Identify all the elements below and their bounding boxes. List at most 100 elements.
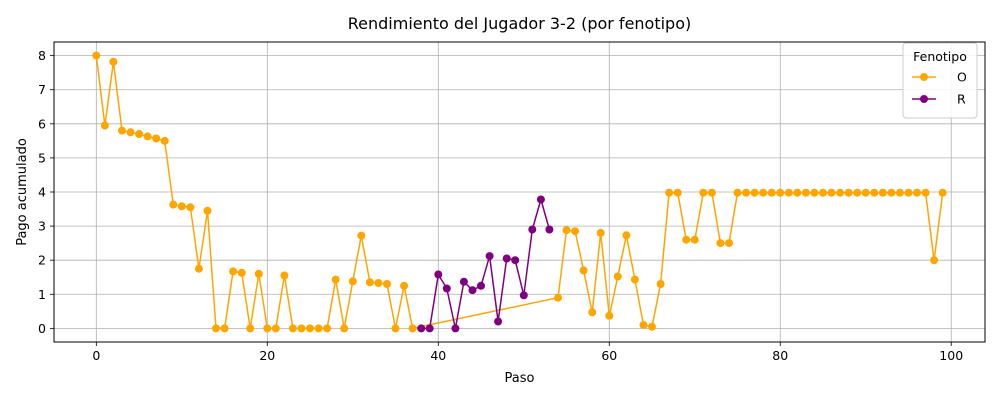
data-point-O <box>639 321 648 329</box>
legend-label-R: R <box>957 92 966 107</box>
data-point-O <box>690 235 699 244</box>
data-point-O <box>220 324 229 333</box>
data-point-O <box>596 228 605 237</box>
data-point-O <box>938 188 947 197</box>
data-point-O <box>793 188 802 197</box>
data-point-O <box>331 275 340 284</box>
data-point-O <box>246 324 255 333</box>
data-point-O <box>844 188 853 197</box>
data-point-R <box>434 270 443 279</box>
data-point-R <box>511 256 520 265</box>
x-tick-label: 80 <box>772 348 788 363</box>
data-point-O <box>870 188 879 197</box>
data-point-O <box>750 188 759 197</box>
data-point-O <box>340 324 349 333</box>
data-point-O <box>767 188 776 197</box>
data-point-O <box>673 188 682 197</box>
data-point-O <box>588 308 597 317</box>
data-point-O <box>169 200 178 209</box>
data-point-O <box>314 324 323 333</box>
y-tick-label: 7 <box>38 82 46 97</box>
x-tick-label: 100 <box>939 348 963 363</box>
x-tick-label: 60 <box>601 348 617 363</box>
data-point-O <box>126 128 135 137</box>
data-point-O <box>895 188 904 197</box>
data-point-O <box>186 203 195 212</box>
x-tick-label: 20 <box>259 348 275 363</box>
data-point-O <box>853 188 862 197</box>
data-point-O <box>725 239 733 248</box>
data-point-R <box>468 286 477 295</box>
data-point-O <box>357 231 366 240</box>
data-point-O <box>160 136 169 145</box>
data-point-R <box>528 225 537 234</box>
legend-label-O: O <box>957 70 967 85</box>
series-points <box>92 51 947 333</box>
data-point-O <box>143 132 152 141</box>
data-point-O <box>271 324 280 333</box>
data-point-O <box>571 227 580 236</box>
data-point-O <box>819 188 827 197</box>
y-tick-label: 0 <box>38 321 46 336</box>
data-point-O <box>716 239 725 248</box>
legend-marker-R <box>920 95 928 103</box>
data-point-O <box>263 324 272 333</box>
data-point-O <box>913 188 921 197</box>
data-point-O <box>323 324 332 333</box>
data-point-O <box>742 188 751 197</box>
data-point-O <box>554 293 562 302</box>
data-point-R <box>502 254 511 263</box>
data-point-R <box>545 225 554 234</box>
data-point-O <box>921 188 930 197</box>
data-point-O <box>135 130 144 138</box>
data-point-O <box>665 188 674 197</box>
y-tick-label: 3 <box>38 219 46 234</box>
data-point-O <box>630 275 639 284</box>
data-point-O <box>194 264 203 273</box>
data-point-R <box>494 317 503 326</box>
data-point-O <box>229 267 238 276</box>
data-point-R <box>425 324 434 333</box>
data-point-R <box>519 291 528 300</box>
legend: Fenotipo OR <box>902 42 978 119</box>
data-point-O <box>374 279 383 287</box>
data-point-O <box>904 188 913 197</box>
chart-title: Rendimiento del Jugador 3-2 (por fenotip… <box>348 14 692 33</box>
data-point-O <box>605 311 614 320</box>
data-point-O <box>383 280 391 288</box>
data-point-O <box>656 280 665 288</box>
legend-marker-O <box>920 73 928 81</box>
data-point-R <box>451 324 460 333</box>
data-point-O <box>562 226 571 235</box>
data-point-O <box>861 188 870 197</box>
data-point-O <box>682 235 691 244</box>
data-point-O <box>810 188 819 197</box>
data-point-O <box>801 188 810 197</box>
data-point-O <box>648 322 656 331</box>
y-tick-label: 4 <box>38 185 46 200</box>
data-point-O <box>118 126 126 135</box>
data-point-R <box>442 284 451 293</box>
data-point-O <box>878 188 887 197</box>
data-point-R <box>485 252 494 261</box>
data-point-O <box>622 231 631 240</box>
y-tick-label: 2 <box>38 253 46 268</box>
data-point-R <box>459 277 468 286</box>
series-line-R <box>421 198 551 330</box>
data-point-R <box>477 281 485 290</box>
x-tick-label: 0 <box>92 348 100 363</box>
y-tick-label: 8 <box>38 48 46 63</box>
y-tick-label: 5 <box>38 150 46 165</box>
data-point-O <box>237 268 246 277</box>
data-point-O <box>613 272 622 281</box>
data-point-O <box>365 278 374 287</box>
y-axis-title: Pago acumulado <box>15 138 30 246</box>
data-point-O <box>152 134 161 143</box>
data-point-O <box>280 271 289 280</box>
data-point-O <box>733 188 742 197</box>
data-point-O <box>784 188 793 197</box>
data-point-O <box>400 281 409 290</box>
data-point-O <box>306 324 314 333</box>
